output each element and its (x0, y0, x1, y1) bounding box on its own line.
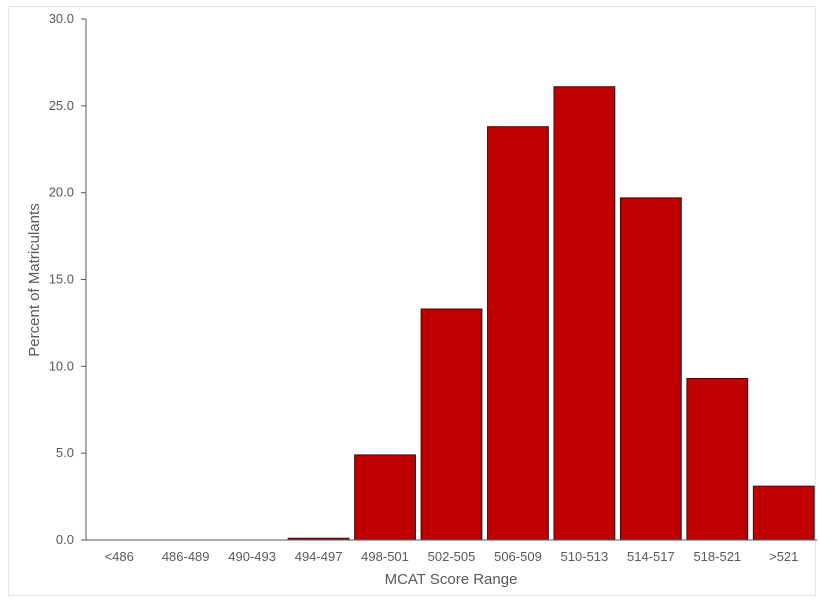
x-tick-label: >521 (769, 549, 798, 564)
x-tick-label: <486 (105, 549, 134, 564)
chart-frame (8, 6, 816, 596)
bar-10 (752, 485, 815, 541)
bar-8 (619, 197, 682, 541)
x-tick-label: 518-521 (693, 549, 741, 564)
x-tick-label: 490-493 (228, 549, 276, 564)
bar-9 (686, 377, 749, 541)
x-axis-ticks: <486 486-489 490-493 494-497 498-501 502-505 5… (105, 549, 799, 564)
x-tick-label: 502-505 (428, 549, 476, 564)
y-tick-label: 5.0 (56, 445, 74, 460)
x-tick-label: 498-501 (361, 549, 409, 564)
x-tick-label: 506-509 (494, 549, 542, 564)
y-tick-label: 0.0 (56, 532, 74, 547)
bars (287, 86, 815, 541)
y-tick-label: 20.0 (49, 185, 74, 200)
y-tick-label: 25.0 (49, 98, 74, 113)
bar-4 (354, 454, 416, 541)
y-tick-label: 15.0 (49, 272, 74, 287)
bar-7 (553, 86, 616, 541)
bar-5 (420, 308, 483, 541)
bar-6 (487, 126, 549, 541)
x-tick-label: 514-517 (627, 549, 675, 564)
x-tick-label: 486-489 (162, 549, 210, 564)
x-tick-label: 494-497 (295, 549, 343, 564)
y-tick-label: 30.0 (49, 11, 74, 26)
x-axis-title: MCAT Score Range (385, 571, 518, 588)
y-tick-label: 10.0 (49, 358, 74, 373)
y-axis-title: Percent of Matriculants (26, 203, 43, 356)
y-axis-ticks: 0.0 5.0 10.0 15.0 20.0 25.0 30.0 (49, 11, 86, 547)
x-tick-label: 510-513 (561, 549, 609, 564)
